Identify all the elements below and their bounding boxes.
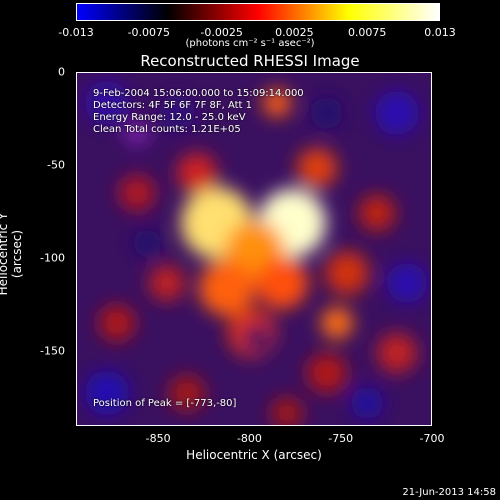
heatmap-blob: [99, 305, 135, 341]
heatmap-blob: [85, 81, 129, 125]
annotation-time-range: 9-Feb-2004 15:06:00.000 to 15:09:14.000: [93, 88, 304, 99]
heatmap-blob: [133, 229, 161, 257]
heatmap-blob: [125, 121, 149, 145]
annotation-clean: Clean Total counts: 1.21E+05: [93, 124, 241, 135]
colorbar: [76, 3, 440, 21]
heatmap-blob: [359, 195, 395, 231]
y-tick-label: -150: [40, 344, 65, 358]
heatmap-blob: [325, 251, 369, 295]
heatmap-blob: [85, 371, 129, 415]
heatmap-blob: [311, 97, 343, 129]
heatmap-blob: [169, 375, 205, 411]
colorbar-tick-label: -0.013: [58, 26, 94, 39]
heatmap-blob: [256, 257, 308, 309]
x-tick-label: -850: [145, 432, 171, 445]
heatmap-blob: [263, 89, 291, 117]
heatmap-blob: [351, 387, 383, 419]
heatmap-blob: [377, 333, 417, 373]
x-axis-label: Heliocentric X (arcsec): [186, 448, 322, 462]
heatmap-blob: [387, 263, 427, 303]
colorbar-tick-label: -0.0075: [127, 26, 171, 39]
x-tick-label: -750: [328, 432, 354, 445]
colorbar-tick-label: 0.0025: [275, 26, 314, 39]
heatmap-blob: [243, 324, 271, 352]
x-tick-label: -700: [419, 432, 445, 445]
heatmap-blob: [375, 91, 419, 135]
y-axis-label: Heliocentric Y (arcsec): [0, 213, 24, 296]
y-tick-label: 0: [58, 65, 65, 79]
plot-area: [76, 72, 432, 426]
y-tick-label: -100: [40, 251, 65, 265]
colorbar-unit-label: (photons cm⁻² s⁻¹ asec⁻²): [185, 38, 315, 49]
chart-title: Reconstructed RHESSI Image: [140, 52, 360, 70]
heatmap-blob: [149, 265, 185, 301]
heatmap-blob: [159, 95, 195, 131]
timestamp: 21-Jun-2013 14:58: [402, 487, 496, 498]
annotation-peak-position: Position of Peak = [-773,-80]: [93, 398, 237, 409]
heatmap-blob: [297, 148, 337, 188]
colorbar-tick-label: 0.013: [424, 26, 456, 39]
heatmap-blob: [119, 175, 155, 211]
heatmap-blob: [177, 153, 217, 193]
heatmap-blob: [271, 397, 303, 425]
heatmap-blob: [199, 260, 255, 316]
colorbar-tick-label: 0.0075: [347, 26, 387, 39]
x-tick-label: -800: [236, 432, 262, 445]
annotation-energy: Energy Range: 12.0 - 25.0 keV: [93, 112, 246, 123]
y-tick-label: -50: [47, 158, 65, 172]
colorbar-tick-label: -0.0025: [200, 26, 243, 39]
heatmap-blob: [321, 307, 353, 339]
heatmap-blob: [307, 353, 347, 393]
annotation-detectors: Detectors: 4F 5F 6F 7F 8F, Att 1: [93, 100, 253, 111]
heatmap-image: [85, 81, 427, 425]
